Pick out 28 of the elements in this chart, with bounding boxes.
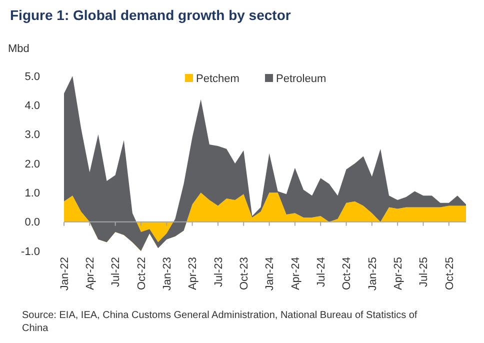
- y-tick-label: -1.0: [21, 246, 40, 258]
- legend-label: Petroleum: [276, 72, 326, 85]
- x-tick-label: Oct-22: [136, 257, 148, 290]
- y-axis-title: Mbd: [8, 43, 30, 55]
- x-tick-label: Apr-24: [290, 257, 302, 290]
- x-tick-label: Jul-23: [212, 257, 225, 287]
- y-tick-label: 4.0: [24, 100, 40, 112]
- y-tick-label: 3.0: [24, 129, 40, 142]
- y-tick-label: 2.0: [24, 158, 40, 170]
- source-note: Source: EIA, IEA, China Customs General Administration, National Bureau of Statistics of China: [22, 310, 418, 334]
- x-tick-label: Oct-24: [341, 257, 354, 290]
- chart-title: Figure 1: Global demand growth by sector: [10, 7, 292, 23]
- y-tick-label: 5.0: [24, 70, 40, 83]
- y-tick-label: 1.0: [24, 188, 40, 200]
- legend-label: Petchem: [196, 72, 240, 85]
- x-tick-label: Jul-25: [418, 257, 430, 287]
- x-tick-label: Jan-25: [366, 257, 379, 291]
- x-tick-label: Jan-22: [58, 257, 71, 291]
- x-tick-label: Jul-24: [315, 257, 328, 287]
- x-tick-label: Apr-22: [84, 257, 97, 290]
- x-tick-label: Jul-22: [110, 257, 122, 287]
- x-tick-label: Jan-24: [264, 257, 276, 291]
- x-tick-label: Apr-25: [392, 257, 404, 290]
- y-tick-label: 0.0: [24, 216, 40, 229]
- x-tick-label: Oct-25: [444, 257, 456, 290]
- x-tick-label: Oct-23: [238, 257, 250, 290]
- x-tick-label: Jan-23: [161, 257, 174, 291]
- x-tick-label: Apr-23: [187, 257, 200, 290]
